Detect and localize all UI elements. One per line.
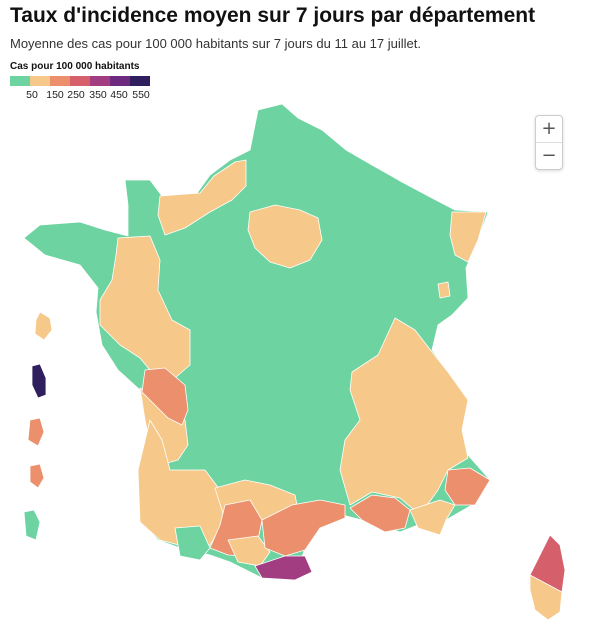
legend-tick: 450 [110,89,128,101]
region-island-5[interactable] [23,509,41,541]
region-island-1[interactable] [34,311,53,341]
legend-color-scale [10,76,150,86]
region-corse-du-sud[interactable] [529,574,563,621]
legend-tick: 350 [89,89,107,101]
region-languedoc[interactable] [261,499,346,557]
region-aude[interactable] [227,535,271,567]
region-ariege[interactable] [174,525,211,561]
region-island-3[interactable] [27,417,45,447]
region-provence[interactable] [349,494,411,533]
region-rhone-alpes[interactable] [339,317,469,516]
legend-tick: 50 [26,89,38,101]
region-alpes-maritimes[interactable] [444,467,491,506]
legend-swatch-5 [90,76,110,86]
region-alsace[interactable] [449,211,487,263]
zoom-control: + − [535,115,563,170]
legend-tick: 250 [67,89,85,101]
region-var[interactable] [409,499,456,536]
legend-swatch-1 [10,76,30,86]
zoom-out-button[interactable]: − [541,145,557,166]
legend-swatch-3 [50,76,70,86]
region-normandie[interactable] [157,159,247,236]
legend-title: Cas pour 100 000 habitants [10,61,140,72]
region-doubs[interactable] [437,281,451,299]
map-title: Taux d'incidence moyen sur 7 jours par d… [10,4,536,27]
region-ile-de-france[interactable] [247,204,323,269]
legend-tick: 150 [46,89,64,101]
region-charente-maritime[interactable] [141,367,189,426]
zoom-in-button[interactable]: + [541,118,557,139]
legend-swatch-4 [70,76,90,86]
region-pyrenees-orientales[interactable] [254,555,313,581]
zoom-divider [536,142,562,143]
legend-ticks: 50 150 250 350 450 550 [10,89,170,103]
legend-tick: 550 [132,89,150,101]
legend-swatch-7 [130,76,150,86]
region-island-4[interactable] [29,463,45,489]
legend-swatch-6 [110,76,130,86]
legend-swatch-2 [30,76,50,86]
map-subtitle: Moyenne des cas pour 100 000 habitants s… [10,36,421,51]
region-island-2[interactable] [31,363,47,399]
